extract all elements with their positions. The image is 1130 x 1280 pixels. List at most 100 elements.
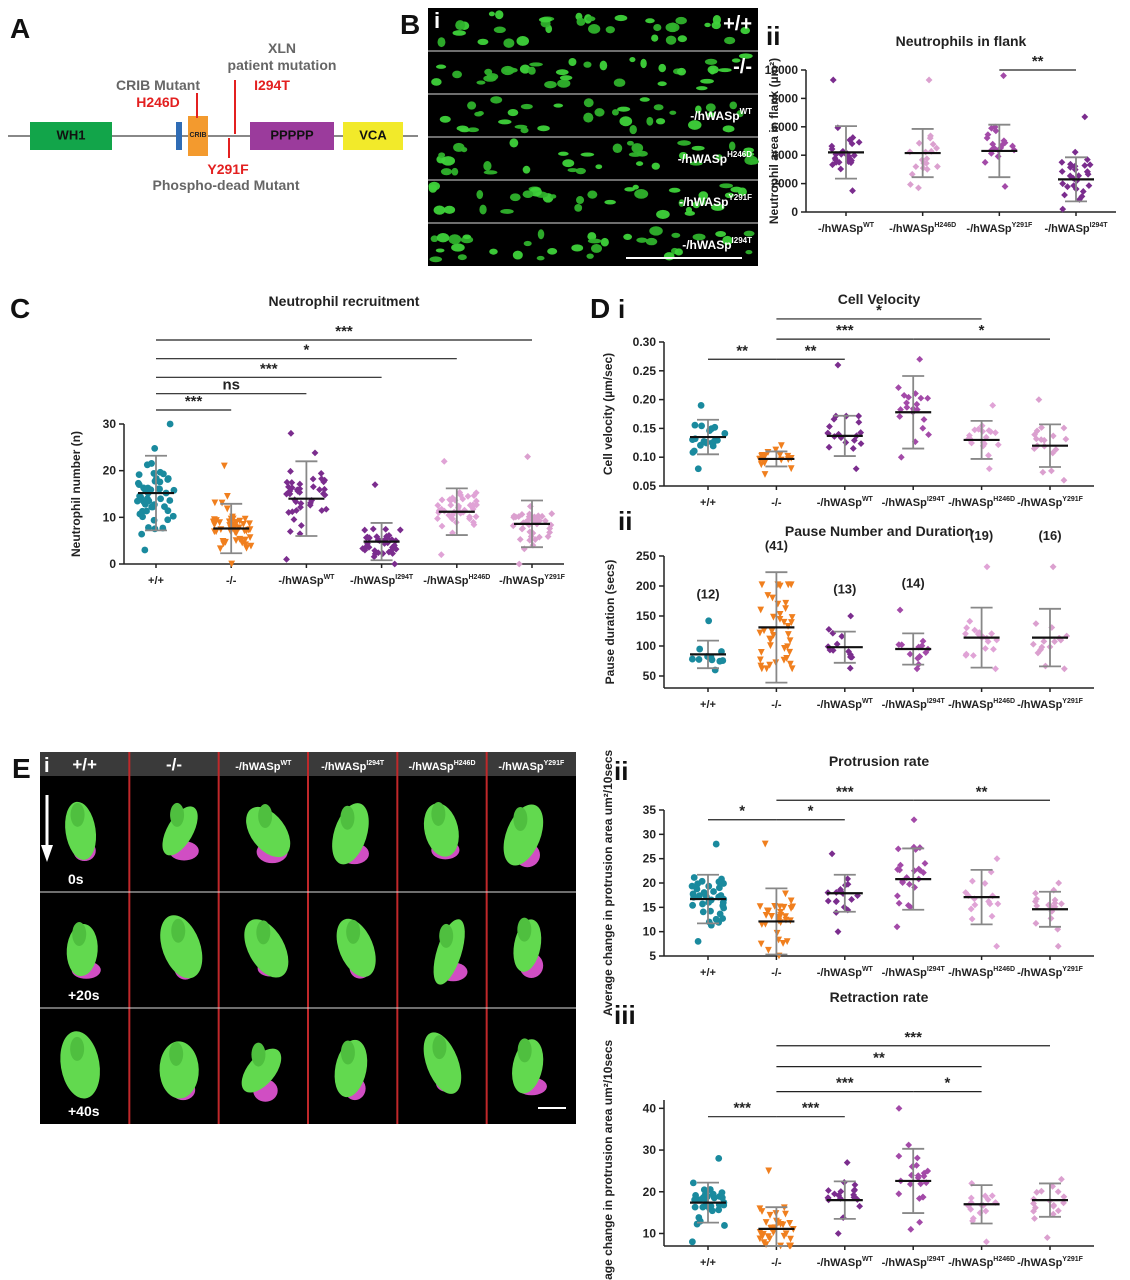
pause-count-label: (12) [696,587,719,602]
data-point [761,840,769,848]
neutrophil-blob [587,238,602,244]
data-point [920,1169,928,1177]
neutrophil-blob [488,11,495,17]
crib-mutant-title: CRIB Mutant [116,77,200,93]
neutrophil-blob [611,109,619,116]
data-point [448,515,456,523]
data-point [765,946,772,954]
neutrophil-blob [438,152,446,158]
data-point [690,447,698,455]
data-point [1048,467,1055,475]
data-point [916,1218,924,1226]
data-point [784,581,792,589]
neutrophil-blob [586,253,594,259]
data-point [923,155,931,163]
data-point [983,563,991,571]
data-point [834,361,842,369]
data-point [981,645,989,652]
y-tick-label: 15 [643,900,657,914]
data-point [1071,148,1079,156]
data-point [1040,637,1048,645]
data-point [705,617,713,625]
data-point [985,465,993,473]
data-point [470,492,478,499]
data-point [140,498,148,506]
neutrophil-blob [692,233,706,241]
y-axis-label: Average change in protrusion area um²/10… [601,750,615,1017]
data-point [788,619,795,626]
data-point [988,630,996,637]
neutrophil-blob [669,22,677,32]
data-point [524,516,532,524]
data-point [788,614,796,621]
neutrophil-cell [244,919,289,978]
neutrophil-blob [559,75,573,81]
data-point [151,444,159,452]
data-point [160,470,167,478]
neutrophil-blob [498,119,512,125]
data-point [145,524,152,531]
neutrophil-blob [715,230,727,237]
data-point [689,890,697,898]
neutrophil-blob [574,203,583,212]
neutrophil-blob [587,190,598,199]
data-point [915,1195,923,1202]
neutrophil-blob [580,152,595,157]
data-point [782,1210,789,1218]
data-point [688,1238,696,1246]
data-point [770,613,777,621]
data-point [708,1207,716,1215]
data-point [757,662,765,670]
data-point [788,665,796,673]
data-point [968,1180,976,1187]
neutrophil-blob [474,111,483,117]
x-tick-label: -/hWASpI294T [882,698,946,711]
panel-label-bi: i [434,8,440,33]
neutrophil-cell-tail [258,804,273,829]
data-point [243,544,250,552]
data-point [1054,1207,1062,1215]
data-point [457,491,464,499]
data-point [894,845,902,853]
data-point [1076,196,1083,203]
y-tick-label: 30 [643,827,657,841]
panel-e: E +/+ -/- -/hWASpWT -/hWASpI294T -/hWASpH246… [12,752,576,1124]
x-tick-label: -/hWASpH246D [948,496,1015,509]
data-point [925,431,932,439]
data-point [847,159,855,167]
y-tick-label: 2000 [771,177,798,191]
data-point [440,457,448,465]
data-point [164,476,172,483]
data-point [1000,72,1007,80]
significance-label: ** [736,342,748,359]
neutrophil-blob [500,209,514,214]
y-tick-label: 0.25 [633,364,657,378]
neutrophil-blob [678,199,685,207]
data-point [721,430,729,437]
data-point [311,449,319,457]
data-point [757,940,765,948]
data-point [1060,476,1068,484]
data-point [693,1220,701,1228]
data-point [689,901,697,909]
neutrophil-blob [657,81,667,87]
data-point [916,653,923,661]
neutrophil-cell-tail [70,1036,85,1061]
chart-title: Cell Velocity [838,291,921,307]
neutrophil-blob [695,86,708,91]
data-point [715,884,723,892]
data-point [834,928,842,936]
neutrophil-blob [629,56,636,63]
y-tick-label: 0.20 [633,393,657,407]
data-point [166,420,174,428]
data-point [966,617,974,625]
data-point [925,76,933,84]
neutrophil-blob [736,110,744,118]
data-point [915,184,922,192]
neutrophil-blob [706,112,716,118]
data-point [464,492,472,500]
data-point [766,1235,774,1243]
y-tick-label: 200 [636,579,656,593]
timelapse-column-label: +/+ [72,755,97,774]
significance-label: *** [836,1075,854,1092]
